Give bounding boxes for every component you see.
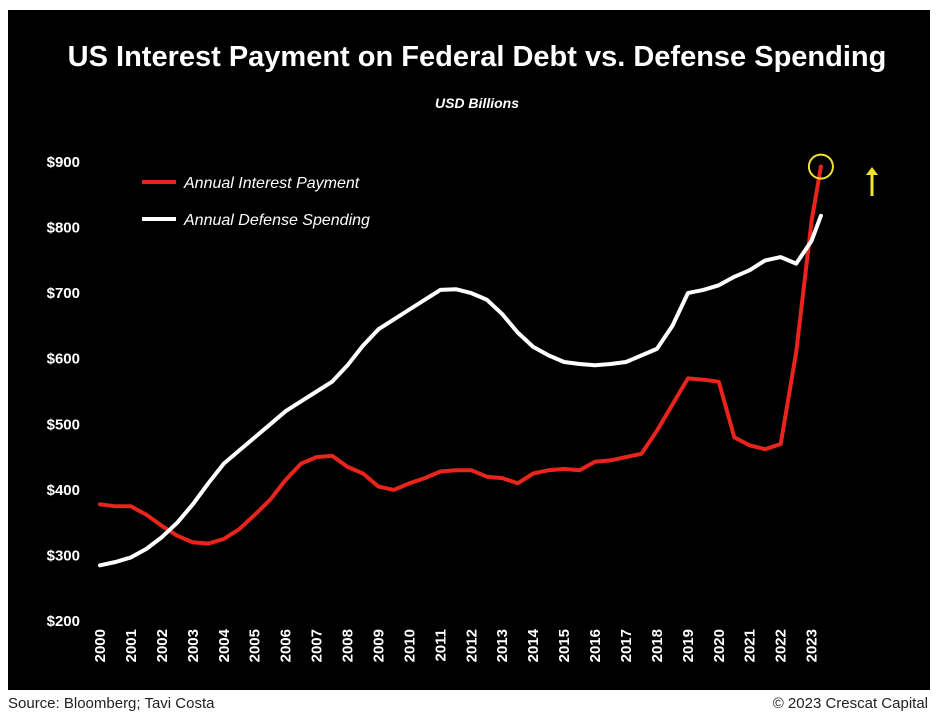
x-tick-label: 2006	[278, 629, 295, 662]
x-tick-label: 2004	[216, 628, 233, 662]
x-tick-label: 2013	[494, 629, 511, 662]
y-tick-label: $800	[47, 220, 80, 237]
x-tick-label: 2001	[123, 629, 140, 662]
x-tick-label: 2015	[556, 629, 573, 662]
chart-title: US Interest Payment on Federal Debt vs. …	[68, 41, 887, 73]
x-tick-label: 2000	[92, 629, 109, 662]
plot-area	[98, 164, 823, 568]
x-tick-label: 2007	[309, 629, 326, 662]
y-tick-label: $200	[47, 613, 80, 630]
series-line-defense	[98, 213, 823, 568]
y-tick-label: $600	[47, 351, 80, 368]
x-tick-label: 2005	[247, 629, 264, 662]
chart: US Interest Payment on Federal Debt vs. …	[47, 41, 887, 662]
x-tick-label: 2019	[680, 629, 697, 662]
legend-label-defense: Annual Defense Spending	[183, 212, 370, 229]
y-tick-label: $900	[47, 154, 80, 171]
x-tick-label: 2012	[463, 629, 480, 662]
x-tick-label: 2020	[711, 629, 728, 662]
x-tick-label: 2010	[401, 629, 418, 662]
chart-panel: US Interest Payment on Federal Debt vs. …	[8, 10, 930, 690]
annotations	[807, 153, 878, 196]
x-tick-label: 2003	[185, 629, 202, 662]
x-tick-label: 2008	[340, 629, 357, 662]
x-tick-label: 2002	[154, 629, 171, 662]
highlight-circle	[807, 153, 834, 180]
copyright-note: © 2023 Crescat Capital	[772, 695, 928, 712]
source-note: Source: Bloomberg; Tavi Costa	[8, 695, 215, 712]
legend: Annual Interest Payment Annual Defense S…	[142, 175, 370, 229]
x-tick-label: 2009	[370, 629, 387, 662]
y-tick-label: $300	[47, 547, 80, 564]
y-axis: $200 $300 $400 $500 $600 $700 $800 $900	[47, 154, 80, 630]
y-tick-label: $400	[47, 482, 80, 499]
legend-label-interest: Annual Interest Payment	[183, 175, 360, 192]
series-line-interest	[98, 164, 823, 546]
x-tick-label: 2022	[773, 629, 790, 662]
y-tick-label: $500	[47, 416, 80, 433]
x-tick-label: 2018	[649, 629, 666, 662]
x-tick-label: 2021	[742, 629, 759, 662]
x-tick-label: 2023	[804, 629, 821, 662]
up-arrow-icon	[866, 167, 878, 175]
x-tick-label: 2014	[525, 628, 542, 662]
x-tick-label: 2016	[587, 629, 604, 662]
x-axis: 2000 2001 2002 2003 2004 2005 2006 2007 2008 2009…	[92, 628, 821, 662]
chart-subtitle: USD Billions	[435, 95, 519, 111]
x-tick-label: 2017	[618, 629, 635, 662]
x-tick-label: 2011	[432, 629, 449, 662]
y-tick-label: $700	[47, 285, 80, 302]
